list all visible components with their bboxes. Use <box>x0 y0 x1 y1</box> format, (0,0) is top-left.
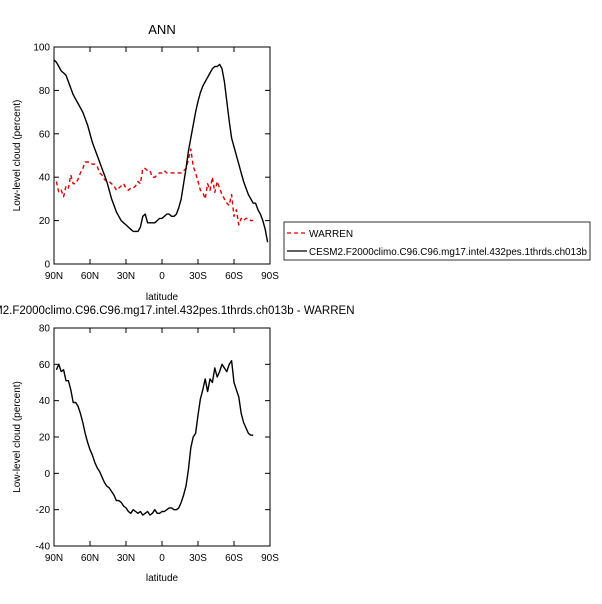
chart-top-series-cesm2-line <box>54 59 269 243</box>
chart-top-x-tick-label: 60S <box>225 271 243 282</box>
chart-top-series <box>54 59 269 243</box>
chart-bottom-y-tick-label: 0 <box>44 469 50 480</box>
chart-top-y-tick-label: 40 <box>39 173 51 184</box>
chart-bottom-x-tick-label: 60N <box>81 553 99 564</box>
chart-top-y-label: Low-level cloud (percent) <box>12 100 23 212</box>
chart-top-x-tick-label: 90N <box>45 271 63 282</box>
chart-top-y-tick-label: 60 <box>39 129 51 140</box>
legend-label-warren: WARREN <box>309 229 353 240</box>
chart-top: ANN 90N 60N 30N 0 30S 60S 90S 0 20 40 60 80 100 lat… <box>12 22 279 303</box>
legend-box <box>283 221 591 261</box>
legend-label-cesm2: CESM2.F2000climo.C96.C96.mg17.intel.432p… <box>309 247 587 258</box>
chart-top-series-warren-line <box>55 148 254 226</box>
chart-top-y-tick-label: 0 <box>44 260 50 271</box>
chart-bottom-x-tick-label: 90S <box>261 553 279 564</box>
chart-top-x-tick-label: 0 <box>159 271 165 282</box>
chart-bottom-series-difference-line <box>55 360 254 516</box>
chart-bottom-y-ticks: -40 -20 0 20 40 60 80 <box>36 324 270 553</box>
chart-top-x-tick-label: 90S <box>261 271 279 282</box>
chart-bottom-x-tick-label: 90N <box>45 553 63 564</box>
chart-bottom-x-tick-label: 30S <box>189 553 207 564</box>
chart-bottom-y-tick-label: 60 <box>39 360 51 371</box>
chart-top-title: ANN <box>148 22 175 37</box>
chart-bottom-y-tick-label: 40 <box>39 396 51 407</box>
chart-bottom-y-tick-label: -40 <box>36 542 51 553</box>
chart-bottom: CESM2.F2000climo.C96.C96.mg17.intel.432p… <box>0 305 355 584</box>
chart-top-frame <box>53 46 271 265</box>
legend: WARREN CESM2.F2000climo.C96.C96.mg17.int… <box>283 221 591 261</box>
chart-top-y-tick-label: 20 <box>39 216 51 227</box>
chart-bottom-y-tick-label: -20 <box>36 505 51 516</box>
chart-bottom-y-tick-label: 80 <box>39 324 51 335</box>
chart-bottom-y-label: Low-level cloud (percent) <box>12 381 23 493</box>
chart-top-x-ticks: 90N 60N 30N 0 30S 60S 90S <box>45 47 279 282</box>
chart-bottom-title: CESM2.F2000climo.C96.C96.mg17.intel.432p… <box>0 305 355 317</box>
chart-bottom-x-label: latitude <box>146 573 179 584</box>
chart-bottom-x-ticks: 90N 60N 30N 0 30S 60S 90S <box>45 328 279 564</box>
chart-top-x-tick-label: 30N <box>117 271 135 282</box>
chart-top-y-tick-label: 80 <box>39 86 51 97</box>
chart-bottom-x-tick-label: 30N <box>117 553 135 564</box>
chart-bottom-x-tick-label: 60S <box>225 553 243 564</box>
chart-bottom-y-tick-label: 20 <box>39 433 51 444</box>
chart-bottom-x-tick-label: 0 <box>159 553 165 564</box>
chart-top-x-tick-label: 30S <box>189 271 207 282</box>
chart-top-y-ticks: 0 20 40 60 80 100 <box>33 43 270 271</box>
chart-top-y-tick-label: 100 <box>33 43 50 54</box>
chart-top-x-tick-label: 60N <box>81 271 99 282</box>
chart-top-x-label: latitude <box>146 292 179 303</box>
chart-bottom-series <box>55 360 254 516</box>
